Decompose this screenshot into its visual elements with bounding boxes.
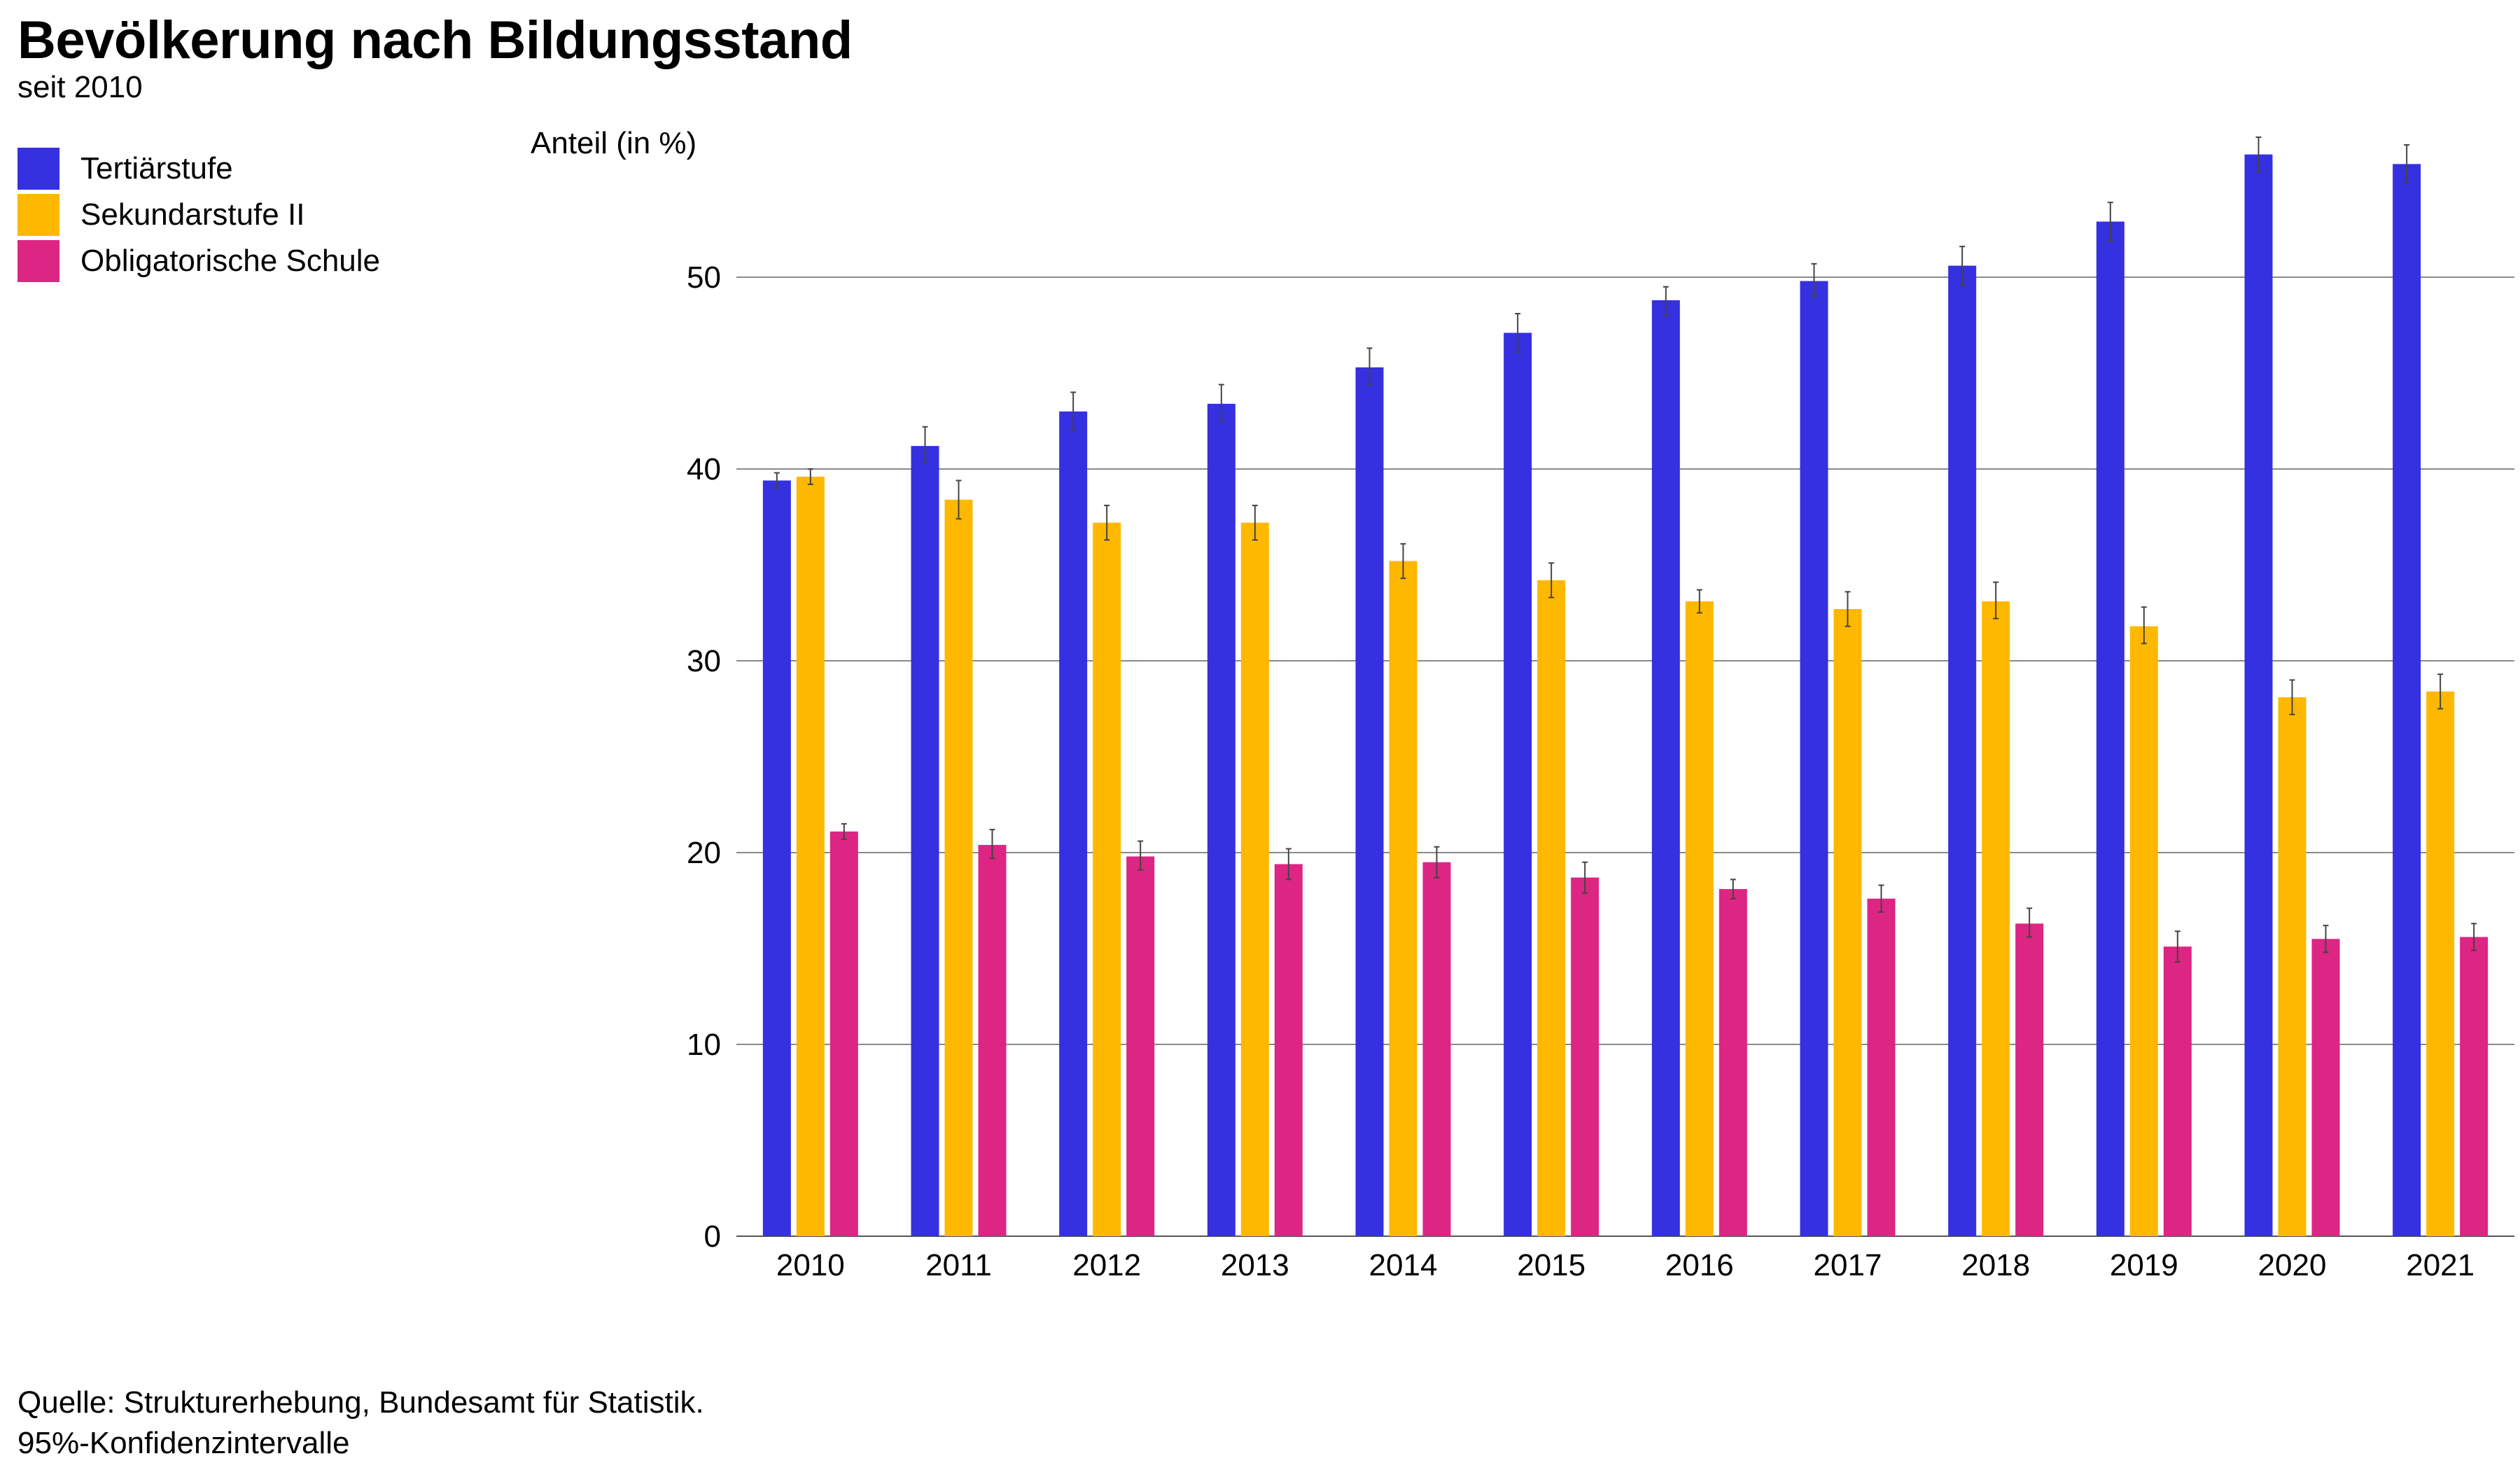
bar-2021-sekundarstufe — [2426, 691, 2455, 1236]
source-note: Quelle: Strukturerhebung, Bundesamt für … — [18, 1382, 704, 1464]
bar-2014-tertiaerstufe — [1355, 367, 1384, 1236]
bar-2017-sekundarstufe — [1833, 609, 1862, 1236]
gridlines — [736, 276, 2514, 1237]
x-tick-label: 2019 — [2110, 1248, 2178, 1282]
x-tick-label: 2017 — [1814, 1248, 1882, 1282]
bar-2013-obligatorische-schule — [1274, 864, 1303, 1236]
chart-title: Bevölkerung nach Bildungsstand — [18, 10, 853, 70]
x-tick-label: 2021 — [2406, 1248, 2474, 1282]
bar-2015-sekundarstufe — [1537, 580, 1566, 1236]
bar-2012-sekundarstufe — [1093, 522, 1121, 1236]
y-axis-label: Anteil (in %) — [531, 126, 697, 160]
bar-2021-tertiaerstufe — [2393, 164, 2421, 1237]
bar-2013-sekundarstufe — [1240, 522, 1269, 1236]
bar-2019-sekundarstufe — [2129, 626, 2158, 1236]
bar-2014-sekundarstufe — [1389, 561, 1418, 1236]
legend: Tertiärstufe Sekundarstufe II Obligatori… — [18, 146, 380, 284]
bar-2011-obligatorische-schule — [978, 845, 1007, 1236]
y-tick-label: 0 — [704, 1219, 721, 1254]
legend-swatch-sekundarstufe — [18, 194, 59, 236]
axis-ticks: 0 10 20 30 40 50 2010 2011 2012 2013 2014 2015 2016 2… — [687, 260, 2474, 1282]
bar-2017-obligatorische-schule — [1867, 898, 1896, 1236]
bar-2020-sekundarstufe — [2278, 697, 2306, 1236]
bar-2021-obligatorische-schule — [2460, 937, 2488, 1236]
legend-label-obligatorische-schule: Obligatorische Schule — [80, 244, 381, 278]
bar-2012-obligatorische-schule — [1126, 856, 1155, 1236]
bar-2014-obligatorische-schule — [1422, 862, 1451, 1236]
bar-2015-tertiaerstufe — [1504, 332, 1532, 1237]
source-line: Quelle: Strukturerhebung, Bundesamt für … — [18, 1385, 704, 1420]
bar-2018-obligatorische-schule — [2015, 923, 2044, 1236]
legend-item-obligatorische-schule: Obligatorische Schule — [18, 238, 380, 284]
bar-2016-obligatorische-schule — [1718, 889, 1747, 1236]
bar-2011-tertiaerstufe — [911, 446, 939, 1236]
bar-2012-tertiaerstufe — [1059, 411, 1088, 1236]
y-tick-label: 20 — [687, 836, 721, 870]
bar-2020-tertiaerstufe — [2244, 154, 2273, 1236]
x-tick-label: 2012 — [1072, 1248, 1141, 1282]
legend-label-tertiaerstufe: Tertiärstufe — [80, 151, 233, 186]
bar-2010-obligatorische-schule — [830, 831, 858, 1236]
bar-2019-tertiaerstufe — [2096, 221, 2124, 1236]
x-tick-label: 2010 — [776, 1248, 845, 1282]
bar-2019-obligatorische-schule — [2163, 946, 2192, 1236]
y-tick-label: 40 — [687, 452, 721, 486]
y-tick-label: 50 — [687, 260, 721, 295]
bar-2016-tertiaerstufe — [1651, 300, 1680, 1236]
x-tick-label: 2016 — [1665, 1248, 1734, 1282]
x-tick-label: 2015 — [1517, 1248, 1586, 1282]
bar-2016-sekundarstufe — [1685, 601, 1714, 1236]
bar-2020-obligatorische-schule — [2311, 939, 2340, 1236]
x-tick-label: 2014 — [1369, 1248, 1438, 1282]
legend-item-tertiaerstufe: Tertiärstufe — [18, 146, 380, 192]
confidence-note: 95%-Konfidenzintervalle — [18, 1426, 350, 1460]
legend-swatch-tertiaerstufe — [18, 148, 59, 190]
error-bars — [774, 136, 2477, 963]
bar-2018-sekundarstufe — [1982, 601, 2010, 1236]
legend-swatch-obligatorische-schule — [18, 240, 59, 282]
x-tick-label: 2011 — [925, 1248, 992, 1282]
bar-2018-tertiaerstufe — [1948, 265, 1977, 1236]
legend-label-sekundarstufe: Sekundarstufe II — [80, 197, 305, 232]
y-tick-label: 10 — [687, 1028, 721, 1062]
bar-2013-tertiaerstufe — [1207, 403, 1236, 1236]
legend-item-sekundarstufe: Sekundarstufe II — [18, 192, 380, 238]
y-tick-label: 30 — [687, 644, 721, 678]
bar-2017-tertiaerstufe — [1800, 281, 1828, 1237]
chart-subtitle: seit 2010 — [18, 70, 143, 104]
x-tick-label: 2018 — [1961, 1248, 2030, 1282]
bar-2011-sekundarstufe — [944, 499, 973, 1236]
bar-2015-obligatorische-schule — [1571, 877, 1600, 1236]
bars — [762, 154, 2488, 1237]
x-tick-label: 2020 — [2258, 1248, 2327, 1282]
bar-2010-tertiaerstufe — [762, 480, 791, 1237]
x-tick-label: 2013 — [1221, 1248, 1289, 1282]
bar-2010-sekundarstufe — [796, 476, 825, 1237]
